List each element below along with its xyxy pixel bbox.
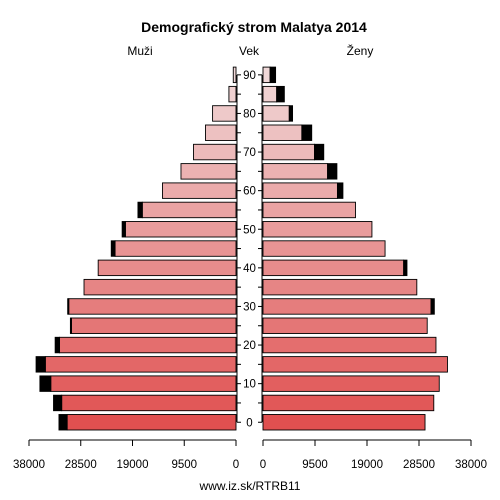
age-tick-label-30: 30 xyxy=(243,301,256,313)
male-excess-15-19 xyxy=(35,356,46,373)
x-tick-label-right-0: 0 xyxy=(260,459,266,471)
x-tick-label-left-28500: 28500 xyxy=(65,459,97,471)
female-bar-55-59 xyxy=(262,201,356,219)
male-excess-30-34 xyxy=(67,298,70,315)
age-tick-label-20: 20 xyxy=(243,340,256,352)
female-excess-60-64 xyxy=(336,182,344,199)
male-excess-50-54 xyxy=(121,221,126,238)
male-bar-50-54 xyxy=(124,221,237,238)
male-bar-55-59 xyxy=(141,201,237,219)
age-tick-label-40: 40 xyxy=(243,263,256,275)
age-tick-label-60: 60 xyxy=(243,186,256,198)
age-tick-label-80: 80 xyxy=(243,108,256,120)
female-excess-90-94 xyxy=(269,66,277,84)
female-excess-75-79 xyxy=(301,124,313,141)
female-bar-5-9 xyxy=(262,394,435,412)
age-tick-label-0: 0 xyxy=(246,417,252,429)
male-excess-55-59 xyxy=(137,201,143,219)
female-excess-30-34 xyxy=(430,298,435,315)
male-bar-80-84 xyxy=(212,105,237,122)
left-label-men: Muži xyxy=(127,44,152,58)
age-tick-label-50: 50 xyxy=(243,224,256,236)
female-bar-40-44 xyxy=(262,259,405,277)
female-bar-70-74 xyxy=(262,143,315,161)
source-label: www.iz.sk/RTRB11 xyxy=(199,479,301,493)
male-bar-30-34 xyxy=(68,298,237,315)
age-tick-labels: 0 10 20 30 40 50 60 70 80 90 xyxy=(243,70,256,429)
female-bar-15-19 xyxy=(262,356,448,373)
x-tick-label-left-0: 0 xyxy=(233,459,239,471)
age-tick-label-90: 90 xyxy=(243,70,256,82)
age-tick-label-70: 70 xyxy=(243,147,256,159)
female-bar-20-24 xyxy=(262,336,437,354)
center-label-age: Vek xyxy=(239,44,260,58)
female-bar-60-64 xyxy=(262,182,338,199)
x-tick-label-right-38000: 38000 xyxy=(455,459,487,471)
female-excess-65-69 xyxy=(327,163,338,180)
female-bar-65-69 xyxy=(262,163,329,180)
female-bars xyxy=(262,66,448,431)
female-bar-10-14 xyxy=(262,375,440,392)
male-bar-20-24 xyxy=(59,336,237,354)
male-excess-25-29 xyxy=(69,317,72,334)
female-bar-80-84 xyxy=(262,105,290,122)
male-bar-60-64 xyxy=(162,182,237,199)
female-bar-30-34 xyxy=(262,298,432,315)
x-tick-label-right-19000: 19000 xyxy=(351,459,383,471)
male-bar-85-89 xyxy=(228,85,237,103)
female-bar-45-49 xyxy=(262,240,386,257)
age-tick-label-10: 10 xyxy=(243,379,256,391)
x-tick-label-left-19000: 19000 xyxy=(117,459,149,471)
male-bar-25-29 xyxy=(71,317,237,334)
x-tick-label-right-9500: 9500 xyxy=(302,459,328,471)
male-excess-20-24 xyxy=(54,336,60,354)
male-bar-75-79 xyxy=(205,124,237,141)
female-bar-25-29 xyxy=(262,317,428,334)
male-excess-0-4 xyxy=(58,414,68,431)
female-bar-90-94 xyxy=(262,66,271,84)
female-bar-85-89 xyxy=(262,85,278,103)
right-label-women: Ženy xyxy=(347,43,374,58)
male-bars xyxy=(35,66,237,431)
x-tick-label-right-28500: 28500 xyxy=(403,459,435,471)
male-excess-10-14 xyxy=(39,375,52,392)
male-bar-70-74 xyxy=(193,143,237,161)
male-bar-35-39 xyxy=(83,278,237,296)
female-excess-40-44 xyxy=(403,259,408,277)
female-excess-80-84 xyxy=(288,105,294,122)
female-excess-85-89 xyxy=(276,85,285,103)
male-excess-5-9 xyxy=(53,394,63,412)
female-bar-35-39 xyxy=(262,278,418,296)
chart-title: Demografický strom Malatya 2014 xyxy=(141,19,367,35)
male-bar-65-69 xyxy=(180,163,237,180)
male-bar-10-14 xyxy=(50,375,237,392)
male-bar-45-49 xyxy=(114,240,237,257)
axes xyxy=(28,74,472,446)
male-bar-40-44 xyxy=(97,259,237,277)
female-excess-70-74 xyxy=(314,143,325,161)
male-excess-45-49 xyxy=(110,240,116,257)
female-bar-75-79 xyxy=(262,124,303,141)
male-bar-0-4 xyxy=(66,414,237,431)
female-bar-0-4 xyxy=(262,414,426,431)
x-tick-label-left-9500: 9500 xyxy=(171,459,197,471)
x-tick-label-left-38000: 38000 xyxy=(13,459,45,471)
male-bar-5-9 xyxy=(61,394,237,412)
female-bar-50-54 xyxy=(262,221,373,238)
x-tick-labels: 38000 28500 19000 9500 0 0 9500 19000 28500 38000 xyxy=(13,459,487,471)
male-bar-15-19 xyxy=(44,356,237,373)
male-bar-90-94 xyxy=(232,66,237,84)
